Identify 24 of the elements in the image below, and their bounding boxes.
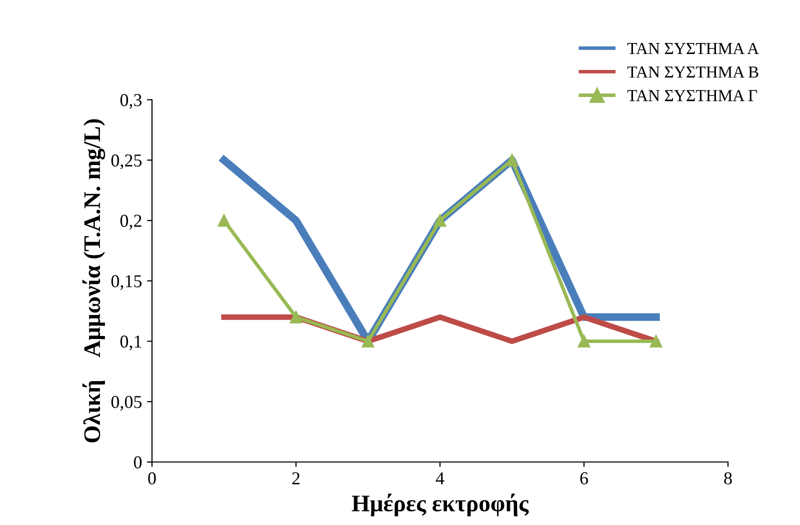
y-tick-label: 0 bbox=[134, 456, 142, 468]
x-tick-label: 0 bbox=[148, 472, 156, 484]
x-tick-label: 8 bbox=[724, 472, 732, 484]
point bbox=[650, 335, 662, 348]
y-tick-label: 0,1 bbox=[120, 336, 142, 350]
legend-label: ΤΑΝ ΣΥΣΤΗΜΑ Α bbox=[627, 42, 759, 54]
y-tick-label: 0,05 bbox=[111, 396, 142, 411]
legend-label: ΤΑΝ ΣΥΣΤΗΜΑ Γ bbox=[627, 90, 758, 102]
y-tick-label: 0,2 bbox=[120, 214, 142, 230]
point bbox=[578, 335, 590, 348]
x-tick-label: 2 bbox=[292, 472, 300, 484]
y-tick-label: 0,3 bbox=[120, 94, 142, 109]
point bbox=[506, 154, 518, 166]
point bbox=[362, 335, 374, 348]
y-tick-label: 0,15 bbox=[111, 275, 142, 290]
x-tick-label: 4 bbox=[436, 472, 444, 484]
point bbox=[434, 214, 446, 227]
x-axis-title: Ημέρες εκτροφής bbox=[352, 494, 529, 516]
point bbox=[290, 310, 302, 324]
x-tick-label: 6 bbox=[580, 472, 588, 484]
y-tick-label: 0,25 bbox=[111, 154, 142, 170]
point bbox=[218, 214, 230, 227]
y-axis-title: Ολική Αμμωνία (T.A.N. mg/L) bbox=[82, 119, 106, 442]
legend-label: ΤΑΝ ΣΥΣΤΗΜΑ Β bbox=[627, 66, 758, 78]
